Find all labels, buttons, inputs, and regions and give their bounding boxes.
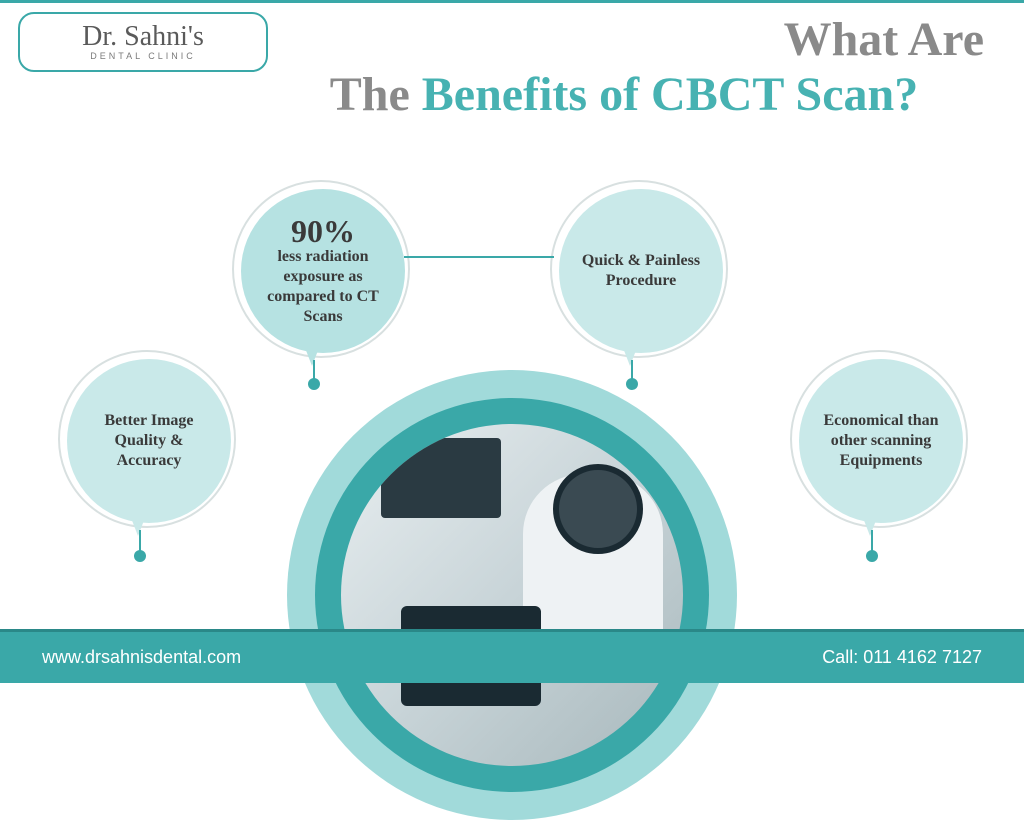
connector-dot (626, 378, 638, 390)
center-image-wrap (287, 370, 737, 820)
logo-subtitle: DENTAL CLINIC (90, 51, 196, 61)
logo-script: Dr. Sahni's (82, 23, 204, 51)
connector-dot (308, 378, 320, 390)
logo-tab: Dr. Sahni's DENTAL CLINIC (18, 12, 268, 72)
stat-number: 90% (291, 215, 355, 247)
bubble-economical: Economical than other scanning Equipment… (790, 350, 968, 528)
photo-face-shield (553, 464, 643, 554)
bubble-quick-painless: Quick & Painless Procedure (550, 180, 728, 358)
headline: What Are The Benefits of CBCT Scan? (264, 12, 984, 122)
headline-prefix: The (330, 68, 422, 121)
bubble-tail (128, 510, 148, 536)
headline-accent: Benefits of CBCT Scan? (422, 68, 918, 121)
footer-website: www.drsahnisdental.com (42, 647, 241, 668)
connector-dot (134, 550, 146, 562)
footer-phone: Call: 011 4162 7127 (822, 647, 982, 668)
bubble-text: Quick & Painless Procedure (577, 251, 705, 291)
bubble-radiation: 90% less radiation exposure as compared … (232, 180, 410, 358)
bubble-image-quality: Better Image Quality & Accuracy (58, 350, 236, 528)
bubble-text: Better Image Quality & Accuracy (85, 411, 213, 471)
footer-bar: www.drsahnisdental.com Call: 011 4162 71… (0, 629, 1024, 683)
bubble-text: Economical than other scanning Equipment… (817, 411, 945, 471)
top-border (0, 0, 1024, 3)
connector-dot (866, 550, 878, 562)
footer-phone-label: Call: (822, 647, 863, 667)
footer-phone-number: 011 4162 7127 (863, 647, 982, 667)
connector-top (404, 256, 554, 258)
center-photo (341, 424, 683, 766)
bubble-text: less radiation exposure as compared to C… (259, 247, 387, 327)
headline-line2: The Benefits of CBCT Scan? (264, 67, 984, 122)
bubble-tail (620, 340, 640, 366)
bubble-tail (302, 340, 322, 366)
photo-monitor (381, 438, 501, 518)
bubble-tail (860, 510, 880, 536)
headline-line1: What Are (264, 12, 984, 67)
